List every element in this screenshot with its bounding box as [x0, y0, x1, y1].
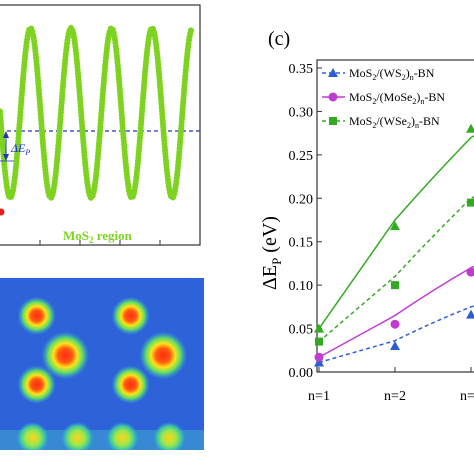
- data-point-square: [391, 281, 399, 290]
- potential-ticks: [39, 240, 161, 245]
- density-spot: [111, 365, 150, 404]
- red-marker: [0, 208, 5, 216]
- data-point-circle: [390, 319, 400, 329]
- x-tick-label: n=1: [308, 389, 330, 404]
- potential-curve: [0, 24, 195, 201]
- data-point-triangle: [466, 123, 474, 133]
- legend-entry: MoS2/(MoSe2)n-BN: [322, 90, 445, 106]
- panel-c: (c) 0.00 0.05 0.10 0.15 0.20 0.25 0.30 0.35 n=1…: [259, 28, 474, 404]
- density-spot: [111, 296, 150, 335]
- series-fit-line: [318, 305, 474, 364]
- y-tick-label: 0.35: [289, 62, 314, 77]
- legend-entry: MoS2/(WS2)n-BN: [322, 66, 435, 82]
- x-tick-label: n=3: [460, 389, 474, 404]
- data-point-circle: [328, 92, 338, 102]
- y-axis-label: ΔEP (eV): [259, 216, 284, 290]
- series-1: [314, 265, 474, 362]
- series-3: [314, 123, 474, 333]
- density-map: [0, 278, 204, 450]
- data-point-circle: [314, 352, 324, 362]
- series-layer: [314, 123, 474, 367]
- series-fit-line: [318, 265, 474, 358]
- data-point-triangle: [314, 323, 324, 333]
- density-spot: [16, 422, 49, 450]
- data-point-triangle: [390, 340, 400, 350]
- y-tick-label: 0.05: [289, 323, 314, 338]
- x-axis: n=1 n=2 n=3: [308, 367, 474, 404]
- data-point-square: [315, 337, 323, 346]
- y-tick-label: 0.15: [289, 236, 314, 251]
- y-tick-label: 0.25: [289, 149, 314, 164]
- density-spot: [106, 422, 139, 450]
- legend-entry: MoS2/(WSe2)n-BN: [322, 114, 440, 130]
- y-tick-label: 0.20: [289, 192, 314, 207]
- data-point-triangle: [314, 357, 324, 367]
- data-point-square: [329, 117, 337, 125]
- series-2: [315, 196, 474, 346]
- density-spot: [17, 296, 56, 335]
- y-tick-label: 0.10: [289, 279, 314, 294]
- data-point-circle: [466, 267, 474, 277]
- legend: MoS2/(WS2)n-BN MoS2/(MoSe2)n-BN MoS2/(WSe2…: [322, 66, 445, 130]
- density-spot: [61, 422, 94, 450]
- potential-panel: ΔEP MoS2 region: [0, 4, 201, 246]
- region-label: MoS2 region: [63, 228, 133, 245]
- density-spot: [139, 331, 188, 380]
- data-point-triangle: [328, 68, 338, 77]
- x-tick-label: n=2: [384, 389, 406, 404]
- density-spot: [17, 365, 56, 404]
- data-point-square: [467, 198, 474, 207]
- legend-label: MoS2/(MoSe2)n-BN: [349, 90, 445, 106]
- ep-arrow: [0, 131, 14, 162]
- ep-annotation: ΔEP: [10, 141, 30, 157]
- density-spots: [16, 296, 188, 450]
- y-tick-label: 0.30: [289, 105, 314, 120]
- panel-c-label: (c): [268, 28, 290, 50]
- data-point-triangle: [390, 221, 400, 231]
- plot-frame: [316, 59, 474, 373]
- y-tick-label: 0.00: [289, 366, 314, 381]
- y-axis: 0.00 0.05 0.10 0.15 0.20 0.25 0.30 0.35: [289, 62, 322, 381]
- density-band: [0, 430, 204, 450]
- series-0: [314, 305, 474, 367]
- density-spot: [41, 331, 90, 380]
- series-fit-line: [318, 196, 474, 343]
- legend-label: MoS2/(WS2)n-BN: [349, 66, 435, 82]
- series-fit-line: [318, 135, 474, 330]
- density-spot: [153, 422, 186, 450]
- potential-frame: [0, 4, 201, 246]
- legend-label: MoS2/(WSe2)n-BN: [349, 114, 440, 130]
- data-point-triangle: [466, 309, 474, 319]
